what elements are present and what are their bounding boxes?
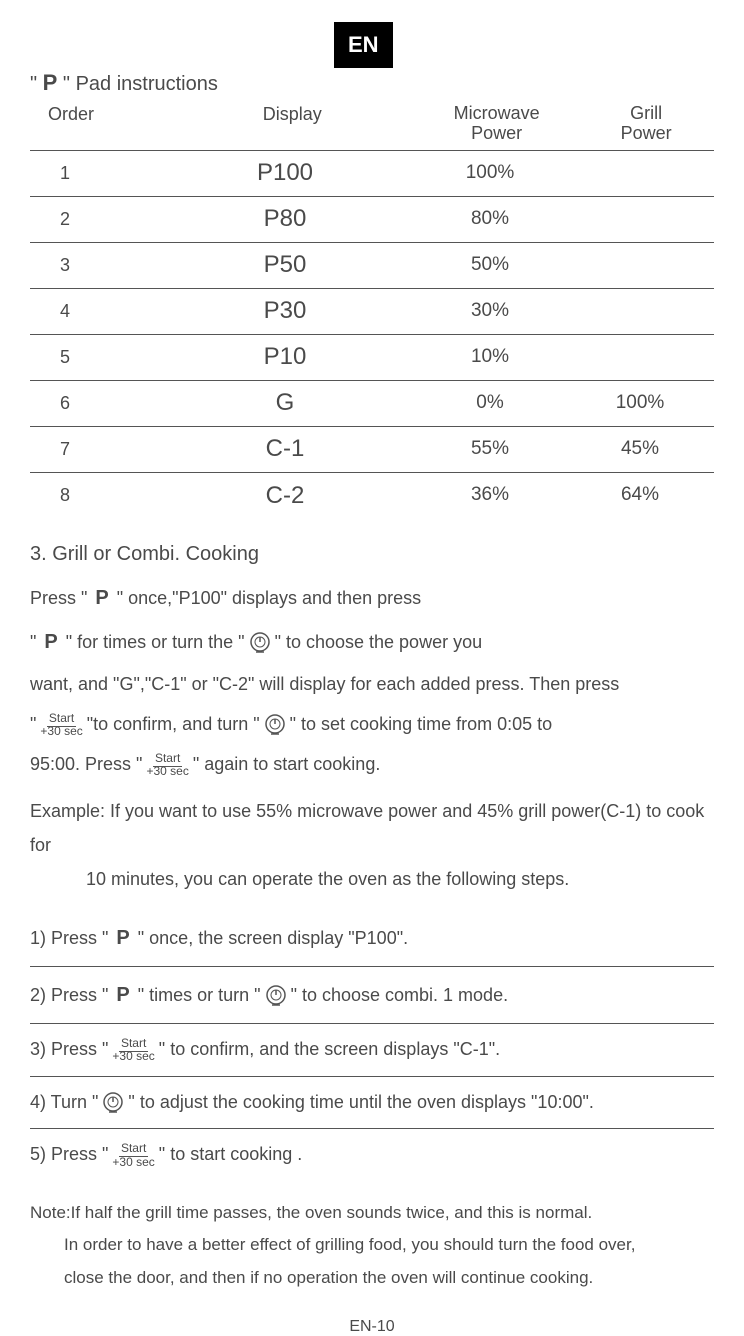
knob-icon	[247, 630, 273, 656]
step-1: 1) Press "P" once, the screen display "P…	[30, 910, 714, 967]
header-microwave: Microwave Power	[407, 104, 586, 144]
cell-microwave: 50%	[400, 255, 580, 276]
p-symbol: P	[87, 587, 116, 609]
knob-icon	[100, 1090, 126, 1116]
cell-display: P50	[170, 251, 400, 279]
p-symbol: P	[108, 984, 137, 1006]
instruction-line-1: Press "P" once,"P100" displays and then …	[30, 578, 714, 618]
table-row: 1P100100%	[30, 151, 714, 197]
table-row: 6G0%100%	[30, 381, 714, 427]
instruction-line-4: "Start+30 sec"to confirm, and turn "" to…	[30, 706, 714, 742]
cell-microwave: 80%	[400, 209, 580, 230]
table-row: 8C-236%64%	[30, 473, 714, 519]
language-badge: EN	[334, 22, 393, 68]
cell-order: 5	[30, 347, 170, 368]
cell-grill: 64%	[580, 485, 700, 506]
header-grill: Grill Power	[586, 104, 706, 144]
cell-display: P30	[170, 297, 400, 325]
step-2: 2) Press "P" times or turn "" to choose …	[30, 967, 714, 1024]
cell-display: C-2	[170, 482, 400, 510]
instruction-line-3: want, and "G","C-1" or "C-2" will displa…	[30, 666, 714, 702]
instruction-line-5: 95:00. Press "Start+30 sec" again to sta…	[30, 746, 714, 782]
cell-display: P10	[170, 343, 400, 371]
cell-display: C-1	[170, 435, 400, 463]
start-button-label: Start+30 sec	[40, 712, 82, 738]
table-row: 3P5050%	[30, 243, 714, 289]
p-symbol: P	[108, 927, 137, 949]
cell-order: 6	[30, 393, 170, 414]
header-order: Order	[38, 104, 178, 144]
title-quote-open: "	[30, 73, 37, 95]
table-row: 5P1010%	[30, 335, 714, 381]
title-p-symbol: P	[43, 70, 58, 95]
p-symbol: P	[36, 631, 65, 653]
cell-grill: 45%	[580, 439, 700, 460]
cell-order: 8	[30, 485, 170, 506]
cell-display: P80	[170, 205, 400, 233]
step-5: 5) Press "Start+30 sec" to start cooking…	[30, 1129, 714, 1181]
page-number: EN-10	[30, 1318, 714, 1336]
example-text: Example: If you want to use 55% microwav…	[30, 794, 714, 897]
start-button-label: Start+30 sec	[112, 1142, 154, 1168]
cell-grill: 100%	[580, 393, 700, 414]
cell-microwave: 30%	[400, 301, 580, 322]
cell-order: 2	[30, 209, 170, 230]
cell-display: G	[170, 389, 400, 417]
steps-list: 1) Press "P" once, the screen display "P…	[30, 910, 714, 1181]
cell-display: P100	[170, 159, 400, 187]
title-text: " Pad instructions	[63, 73, 218, 95]
table-header-row: Order Display Microwave Power Grill Powe…	[30, 104, 714, 151]
section-title: 3. Grill or Combi. Cooking	[30, 543, 714, 566]
table-row: 2P8080%	[30, 197, 714, 243]
cell-order: 4	[30, 301, 170, 322]
cell-microwave: 100%	[400, 163, 580, 184]
knob-icon	[262, 712, 288, 738]
start-button-label: Start+30 sec	[112, 1037, 154, 1063]
cell-order: 7	[30, 439, 170, 460]
page-title: " P " Pad instructions	[30, 70, 714, 96]
note-text: Note:If half the grill time passes, the …	[30, 1197, 714, 1294]
cell-order: 3	[30, 255, 170, 276]
table-row: 4P3030%	[30, 289, 714, 335]
step-4: 4) Turn "" to adjust the cooking time un…	[30, 1077, 714, 1130]
header-display: Display	[178, 104, 407, 144]
step-3: 3) Press "Start+30 sec" to confirm, and …	[30, 1024, 714, 1077]
power-table: 1P100100%2P8080%3P5050%4P3030%5P1010%6G0…	[30, 151, 714, 519]
cell-order: 1	[30, 163, 170, 184]
cell-microwave: 10%	[400, 347, 580, 368]
cell-microwave: 0%	[400, 393, 580, 414]
knob-icon	[263, 983, 289, 1009]
table-row: 7C-155%45%	[30, 427, 714, 473]
cell-microwave: 55%	[400, 439, 580, 460]
instruction-line-2: "P" for times or turn the "" to choose t…	[30, 622, 714, 662]
start-button-label: Start+30 sec	[146, 752, 188, 778]
cell-microwave: 36%	[400, 485, 580, 506]
